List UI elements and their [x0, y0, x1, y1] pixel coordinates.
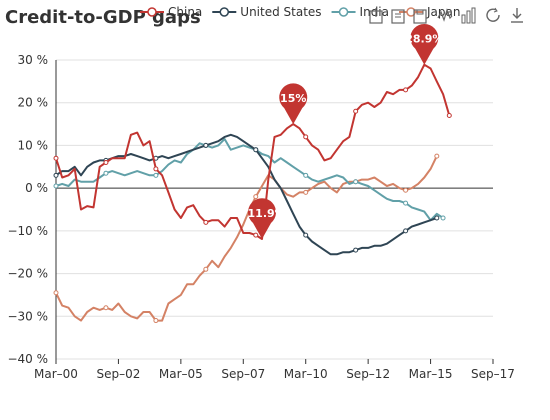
- bar-icon[interactable]: [461, 7, 476, 24]
- x-tick-label: Mar–05: [159, 367, 203, 381]
- data-point-united-states[interactable]: [303, 232, 309, 238]
- y-tick-label: 30 %: [18, 53, 49, 67]
- data-point-united-states[interactable]: [434, 215, 440, 221]
- series-line-india[interactable]: [55, 138, 444, 222]
- data-view-icon[interactable]: [391, 9, 405, 24]
- restore-icon[interactable]: [413, 9, 427, 24]
- data-point-japan[interactable]: [434, 153, 440, 159]
- y-tick-label: 0 %: [25, 181, 48, 195]
- data-point-india[interactable]: [303, 172, 309, 178]
- download-icon[interactable]: [511, 8, 523, 23]
- x-tick-label: Sep–17: [471, 367, 515, 381]
- refresh-icon[interactable]: [486, 7, 500, 22]
- data-point-united-states[interactable]: [253, 147, 259, 153]
- data-point-united-states[interactable]: [353, 247, 359, 253]
- data-point-united-states[interactable]: [203, 142, 209, 148]
- legend-marker: [338, 7, 349, 17]
- series-lines: [53, 63, 452, 324]
- data-point-japan[interactable]: [53, 290, 59, 296]
- legend-item-japan[interactable]: Japan: [399, 5, 460, 19]
- data-point-india[interactable]: [53, 183, 59, 189]
- grid-lines: [56, 59, 493, 360]
- data-point-united-states[interactable]: [403, 228, 409, 234]
- x-tick-label: Mar–10: [284, 367, 328, 381]
- y-tick-label: −40 %: [7, 352, 48, 366]
- pin-label: 15%: [280, 92, 306, 105]
- data-point-china[interactable]: [403, 87, 409, 93]
- series-line-china[interactable]: [55, 63, 451, 240]
- save-icon[interactable]: [369, 8, 383, 24]
- data-point-china[interactable]: [253, 232, 259, 238]
- x-tick-label: Sep–12: [346, 367, 390, 381]
- line-icon[interactable]: [437, 8, 453, 22]
- data-point-india[interactable]: [153, 172, 159, 178]
- data-point-china[interactable]: [303, 134, 309, 140]
- pin-label: −11.9%: [238, 207, 285, 220]
- data-point-india[interactable]: [403, 200, 409, 206]
- series-line-united-states[interactable]: [55, 133, 438, 256]
- legend-item-china[interactable]: China: [140, 5, 202, 19]
- data-point-china[interactable]: [203, 219, 209, 225]
- y-tick-label: −30 %: [7, 309, 48, 323]
- data-point-japan[interactable]: [303, 189, 309, 195]
- y-tick-label: 20 %: [18, 96, 49, 110]
- data-point-india[interactable]: [353, 179, 359, 185]
- y-tick-label: −20 %: [7, 267, 48, 281]
- legend-marker: [219, 7, 230, 17]
- pin-shape: [410, 23, 439, 65]
- data-point-china[interactable]: [446, 113, 452, 119]
- x-tick-label: Mar–00: [34, 367, 78, 381]
- data-point-china[interactable]: [353, 108, 359, 114]
- pin-marker[interactable]: 28.9%: [405, 23, 443, 65]
- data-point-india[interactable]: [440, 215, 446, 221]
- legend-marker: [406, 7, 416, 17]
- axes: 30 %20 %10 %0 %−10 %−20 %−30 %−40 %Mar–0…: [7, 53, 514, 381]
- legend-marker: [147, 7, 157, 17]
- x-tick-label: Sep–02: [96, 367, 140, 381]
- data-point-japan[interactable]: [203, 266, 209, 272]
- pin-marker[interactable]: 15%: [279, 83, 308, 125]
- legend[interactable]: China United States India Japan: [140, 5, 460, 19]
- series-line-japan[interactable]: [55, 155, 438, 322]
- toolbox[interactable]: [369, 7, 523, 24]
- legend-label: China: [168, 5, 202, 19]
- x-tick-label: Mar–15: [409, 367, 453, 381]
- data-point-united-states[interactable]: [53, 172, 59, 178]
- legend-label: Japan: [426, 5, 460, 19]
- data-point-japan[interactable]: [103, 305, 109, 311]
- y-tick-label: −10 %: [7, 224, 48, 238]
- pin-markers: 28.9% 15% −11.9%: [238, 23, 443, 239]
- pin-marker[interactable]: −11.9%: [238, 198, 286, 239]
- legend-label: United States: [240, 5, 321, 19]
- pin-label: 28.9%: [405, 33, 443, 46]
- data-point-india[interactable]: [103, 170, 109, 176]
- legend-label: India: [360, 5, 389, 19]
- y-tick-label: 10 %: [18, 138, 49, 152]
- x-tick-label: Sep–07: [221, 367, 265, 381]
- data-point-japan[interactable]: [153, 318, 159, 324]
- data-point-china[interactable]: [103, 160, 109, 166]
- data-point-china[interactable]: [153, 166, 159, 172]
- pin-shape: [279, 83, 308, 125]
- data-point-japan[interactable]: [253, 194, 259, 200]
- data-point-china[interactable]: [53, 155, 59, 161]
- legend-item-india[interactable]: India: [331, 5, 389, 19]
- legend-item-united-states[interactable]: United States: [212, 5, 322, 19]
- data-point-japan[interactable]: [403, 187, 409, 193]
- pin-shape: [248, 198, 277, 239]
